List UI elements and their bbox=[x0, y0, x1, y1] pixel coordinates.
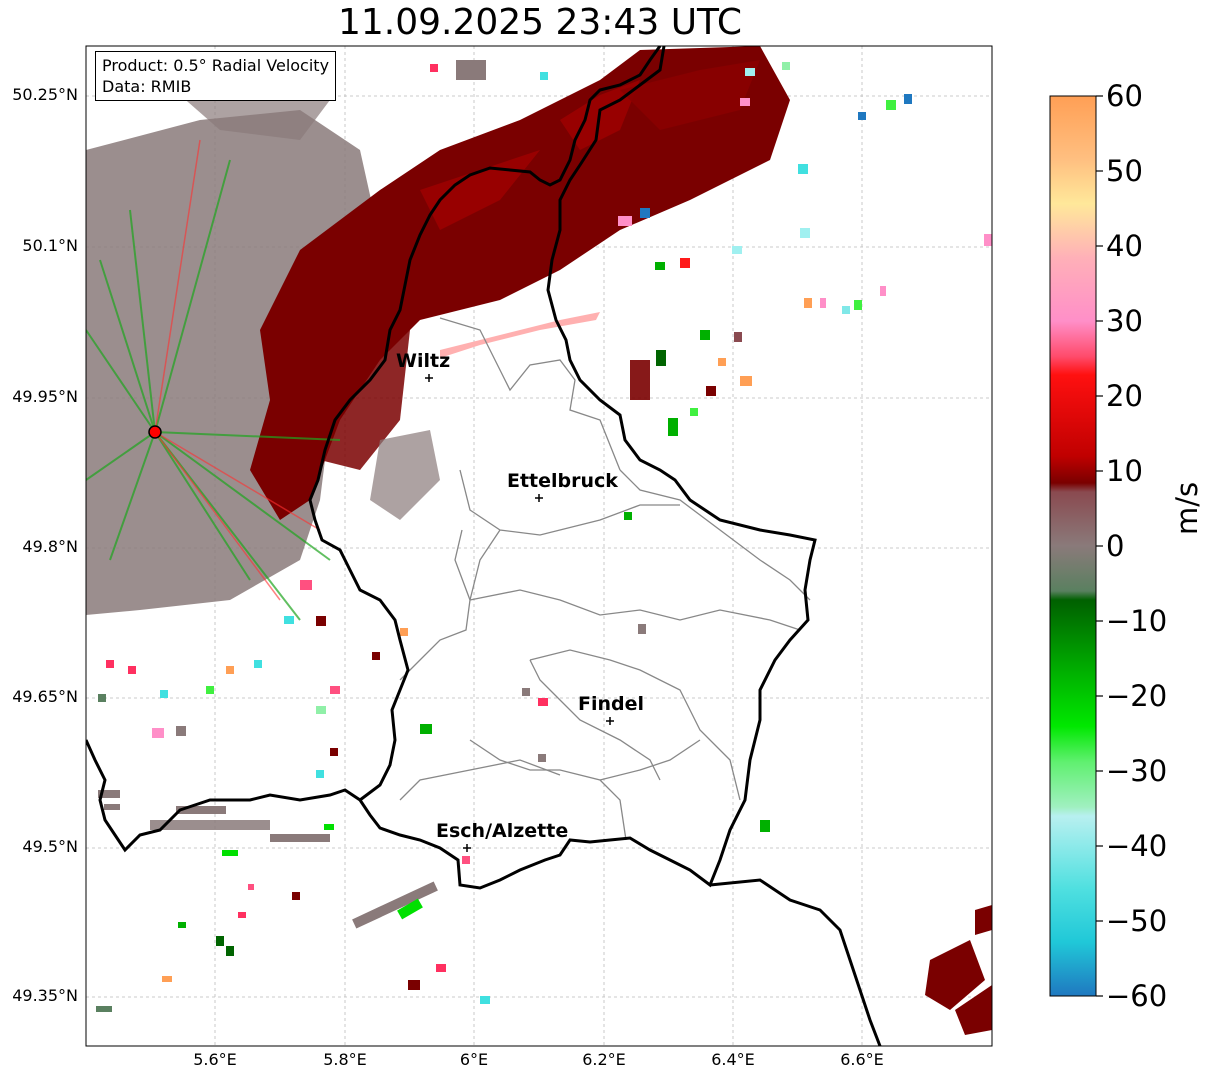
colorbar bbox=[1049, 95, 1097, 997]
lat-label: 50.1°N bbox=[22, 236, 78, 255]
lon-label: 6.2°E bbox=[582, 1050, 626, 1069]
data-source-label: Data: RMIB bbox=[102, 77, 192, 96]
lat-label: 49.35°N bbox=[12, 986, 78, 1005]
product-label: Product: 0.5° Radial Velocity bbox=[102, 56, 330, 75]
lon-label: 6.4°E bbox=[711, 1050, 755, 1069]
city-label-esch-alzette: Esch/Alzette bbox=[436, 820, 569, 842]
colorbar-tick-label: −40 bbox=[1106, 829, 1168, 863]
colorbar-tick-label: −10 bbox=[1106, 604, 1168, 638]
colorbar-tick-label: −50 bbox=[1106, 904, 1168, 938]
lat-label: 49.5°N bbox=[22, 837, 78, 856]
lat-label: 49.65°N bbox=[12, 687, 78, 706]
map-title: 11.09.2025 23:43 UTC bbox=[337, 2, 743, 43]
lon-label: 5.8°E bbox=[323, 1050, 367, 1069]
colorbar-tick-label: −20 bbox=[1106, 679, 1168, 713]
colorbar-tick-label: 40 bbox=[1106, 229, 1143, 263]
colorbar-tick-label: −60 bbox=[1106, 979, 1168, 1013]
lon-label: 6°E bbox=[459, 1050, 489, 1069]
lon-label: 5.6°E bbox=[193, 1050, 237, 1069]
colorbar-tick-label: −30 bbox=[1106, 754, 1168, 788]
lat-label: 49.8°N bbox=[22, 537, 78, 556]
radar-echoes bbox=[86, 46, 992, 1035]
radar-site-marker[interactable] bbox=[148, 425, 162, 439]
colorbar-tick-label: 60 bbox=[1106, 79, 1143, 113]
colorbar-tick-label: 30 bbox=[1106, 304, 1143, 338]
country-border bbox=[86, 46, 882, 1046]
colorbar-unit-label: m/s bbox=[1170, 481, 1204, 535]
colorbar-tick-label: 20 bbox=[1106, 379, 1143, 413]
lat-label: 50.25°N bbox=[12, 85, 78, 104]
lat-label: 49.95°N bbox=[12, 387, 78, 406]
colorbar-tick-label: 0 bbox=[1106, 529, 1125, 563]
plot-frame bbox=[85, 45, 993, 1047]
city-label-wiltz: Wiltz bbox=[396, 350, 451, 372]
colorbar-tick-label: 10 bbox=[1106, 454, 1143, 488]
lon-label: 6.6°E bbox=[840, 1050, 884, 1069]
colorbar-ticks bbox=[1096, 95, 1103, 997]
colorbar-tick-label: 50 bbox=[1106, 154, 1143, 188]
city-markers bbox=[425, 374, 614, 852]
product-info-box: Product: 0.5° Radial Velocity Data: RMIB bbox=[95, 51, 337, 101]
city-label-findel: Findel bbox=[578, 693, 645, 715]
city-label-ettelbruck: Ettelbruck bbox=[507, 470, 618, 492]
canton-boundaries bbox=[399, 317, 811, 841]
